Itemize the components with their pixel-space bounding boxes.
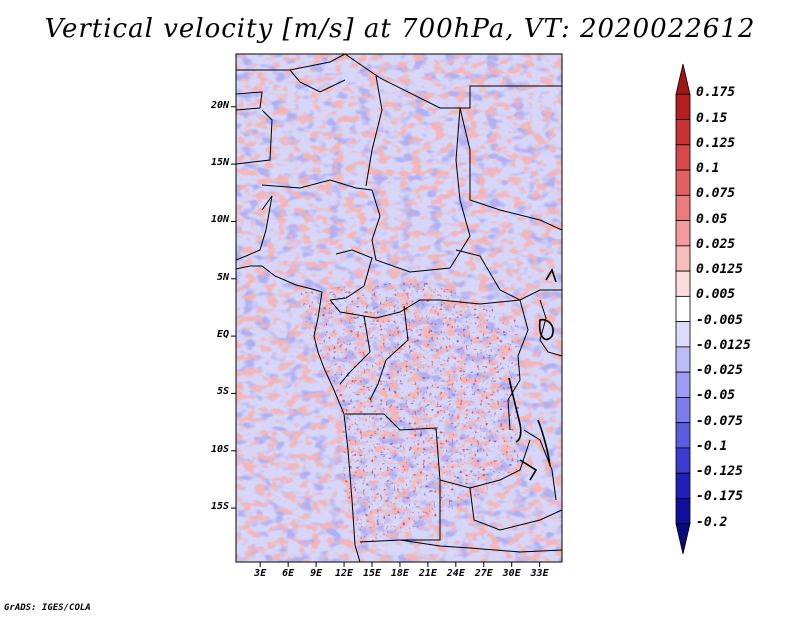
lon-tick-label: 33E <box>530 568 549 579</box>
lon-tick-label: 27E <box>474 568 493 579</box>
colorbar-swatch <box>675 245 691 272</box>
lon-tick-label: 3E <box>254 568 267 579</box>
colorbar-swatch <box>675 144 691 171</box>
colorbar-swatch <box>675 194 691 221</box>
colorbar-swatch <box>675 321 691 348</box>
map-frame <box>235 53 563 563</box>
lat-tick-label: 20N <box>210 99 229 111</box>
map-panel <box>236 54 562 562</box>
colorbar-level-label: 0.005 <box>696 287 736 303</box>
colorbar-level-label: 0.075 <box>696 186 736 202</box>
colorbar-level-label: 0.1 <box>696 161 720 177</box>
colorbar-swatch <box>675 169 691 196</box>
colorbar-swatch <box>675 346 691 373</box>
colorbar-swatch <box>675 220 691 247</box>
colorbar-swatch <box>675 93 691 120</box>
colorbar-level-label: 0.125 <box>696 135 736 151</box>
plot-title: Vertical velocity [m/s] at 700hPa, VT: 2… <box>44 14 756 44</box>
lat-tick-label: 10N <box>210 214 229 226</box>
colorbar-level-label: -0.1 <box>696 438 728 454</box>
colorbar-level-label: 0.15 <box>696 110 728 126</box>
lat-tick-label: 15N <box>210 157 229 169</box>
colorbar-level-label: 0.175 <box>696 85 736 101</box>
colorbar-swatch <box>675 422 691 449</box>
colorbar-level-label: -0.0125 <box>696 337 751 353</box>
lat-tick-label: 10S <box>210 443 229 455</box>
colorbar-swatch <box>675 447 691 474</box>
longitude-ticks <box>259 562 541 567</box>
colorbar-swatch <box>675 397 691 424</box>
colorbar-level-label: -0.2 <box>696 514 728 530</box>
colorbar-swatch <box>675 119 691 146</box>
lon-tick-label: 18E <box>390 568 409 579</box>
lon-tick-label: 9E <box>310 568 323 579</box>
colorbar-level-label: -0.075 <box>696 413 743 429</box>
colorbar <box>675 63 691 555</box>
colorbar-level-label: -0.05 <box>696 388 736 404</box>
colorbar-swatch <box>675 371 691 398</box>
colorbar-level-label: 0.025 <box>696 236 736 252</box>
colorbar-level-label: 0.05 <box>696 211 728 227</box>
colorbar-swatch <box>675 498 691 525</box>
colorbar-swatch <box>675 523 691 555</box>
colorbar-swatch <box>675 472 691 499</box>
country-borders <box>236 54 562 562</box>
lon-tick-label: 24E <box>446 568 465 579</box>
lon-tick-label: 21E <box>418 568 437 579</box>
lat-tick-label: 5N <box>216 271 229 283</box>
colorbar-level-label: -0.025 <box>696 363 743 379</box>
colorbar-level-label: 0.0125 <box>696 262 743 278</box>
lat-tick-label: 5S <box>216 386 229 398</box>
lon-tick-label: 15E <box>362 568 382 579</box>
colorbar-swatch <box>675 270 691 297</box>
lon-tick-label: 30E <box>502 568 521 579</box>
colorbar-level-label: -0.125 <box>696 464 743 480</box>
colorbar-level-label: -0.005 <box>696 312 743 328</box>
colorbar-swatch <box>675 295 691 323</box>
lakes <box>508 268 557 481</box>
lat-tick-label: 15S <box>210 501 229 513</box>
lon-tick-label: 6E <box>282 568 295 579</box>
lon-tick-label: 12E <box>335 568 354 579</box>
grads-credit: GrADS: IGES/COLA <box>4 603 91 613</box>
latitude-ticks <box>231 106 236 509</box>
lat-tick-label: EQ <box>216 329 229 341</box>
colorbar-swatch <box>675 63 691 95</box>
colorbar-level-label: -0.175 <box>696 489 743 505</box>
